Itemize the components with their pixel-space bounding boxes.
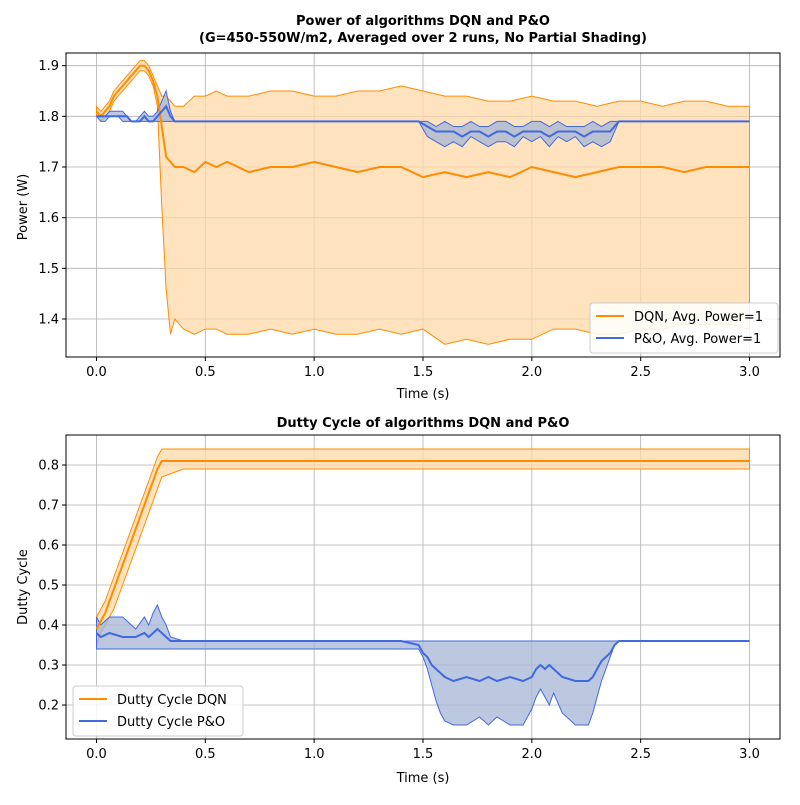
y-tick-label: 0.7 — [38, 499, 59, 514]
x-tick-label: 3.0 — [739, 365, 760, 380]
legend-label-po: P&O, Avg. Power=1 — [634, 332, 761, 347]
legend: DQN, Avg. Power=1 P&O, Avg. Power=1 — [589, 302, 779, 354]
y-tick-label: 1.7 — [38, 161, 59, 176]
x-tick-label: 0.0 — [86, 747, 107, 762]
x-tick-label: 1.0 — [304, 747, 325, 762]
x-tick-label: 1.5 — [413, 747, 434, 762]
y-tick-label: 0.5 — [38, 579, 59, 594]
x-tick-label: 0.0 — [86, 365, 107, 380]
y-tick-label: 1.8 — [38, 110, 59, 125]
series-line-dqn — [95, 64, 750, 179]
band-dqn — [96, 448, 750, 646]
y-tick-label: 0.8 — [38, 459, 59, 474]
x-tick-label: 0.5 — [195, 365, 216, 380]
x-axis-label: Time (s) — [396, 387, 450, 402]
legend-label-po: Dutty Cycle P&O — [117, 715, 225, 730]
y-axis-label: Dutty Cycle — [16, 549, 31, 625]
x-tick-label: 2.0 — [521, 747, 542, 762]
band-po — [95, 89, 750, 148]
legend-label-dqn: Dutty Cycle DQN — [117, 693, 227, 708]
series-layer — [95, 60, 750, 345]
x-tick-label: 1.0 — [304, 365, 325, 380]
x-axis-label: Time (s) — [396, 771, 450, 786]
y-tick-label: 0.6 — [38, 539, 59, 554]
series-layer — [95, 448, 750, 726]
axis-ticks: 0.0 0.5 1.0 1.5 2.0 2.5 3.0 0.2 0.3 0.4 0.5 0.6 0.7 0… — [38, 459, 760, 763]
legend: Dutty Cycle DQN Dutty Cycle P&O — [72, 685, 244, 737]
x-tick-label: 2.5 — [630, 365, 651, 380]
y-tick-label: 1.5 — [38, 262, 59, 277]
legend-label-dqn: DQN, Avg. Power=1 — [634, 310, 763, 325]
y-axis-label: Power (W) — [16, 174, 31, 240]
x-tick-label: 3.0 — [739, 747, 760, 762]
axis-ticks: 0.0 0.5 1.0 1.5 2.0 2.5 3.0 1.4 1.5 1.6 1.7 1.8 1.9 — [38, 59, 760, 380]
y-tick-label: 1.9 — [38, 59, 59, 74]
y-tick-label: 0.3 — [38, 659, 59, 674]
y-tick-label: 0.2 — [38, 699, 59, 714]
chart-title-line2: (G=450-550W/m2, Averaged over 2 runs, No… — [199, 31, 647, 46]
series-line-po — [95, 627, 750, 683]
series-line-po — [96, 104, 750, 138]
x-tick-label: 2.5 — [630, 747, 651, 762]
x-tick-label: 1.5 — [413, 365, 434, 380]
duty-cycle-chart: Dutty Cycle of algorithms DQN and P&O 0.… — [16, 416, 781, 786]
y-tick-label: 0.4 — [38, 619, 59, 634]
series-line-dqn — [95, 460, 750, 630]
band-dqn — [96, 60, 750, 345]
chart-title-line1: Power of algorithms DQN and P&O — [296, 14, 550, 29]
legend-box — [589, 302, 779, 354]
x-tick-label: 0.5 — [195, 747, 216, 762]
y-tick-label: 1.4 — [38, 313, 59, 328]
y-tick-label: 1.6 — [38, 211, 59, 226]
x-tick-label: 2.0 — [521, 365, 542, 380]
chart-title: Dutty Cycle of algorithms DQN and P&O — [277, 416, 570, 431]
legend-box — [72, 685, 244, 737]
power-chart: Power of algorithms DQN and P&O (G=450-5… — [16, 14, 781, 402]
